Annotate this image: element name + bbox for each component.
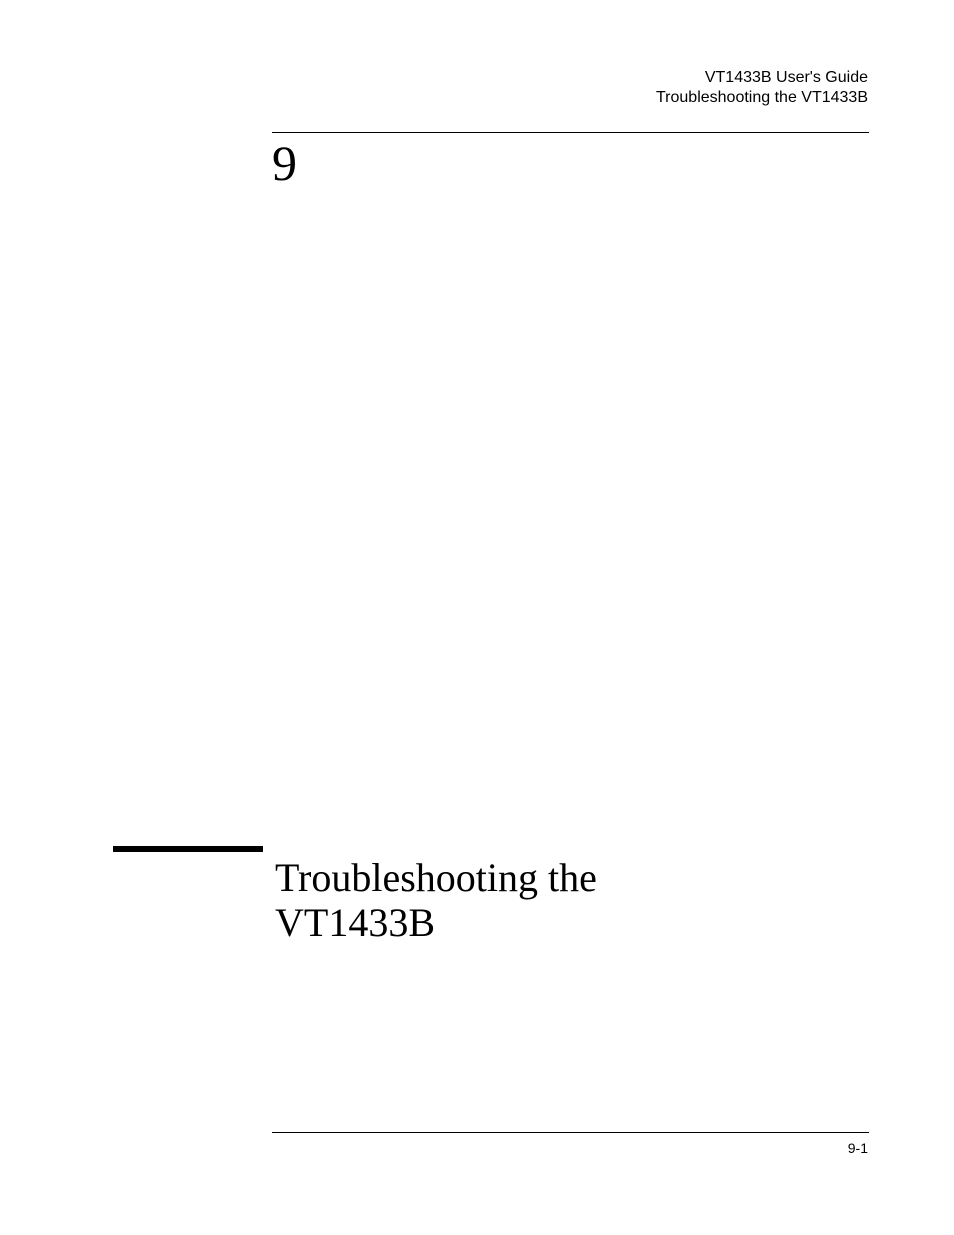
- chapter-number: 9: [272, 138, 297, 188]
- top-horizontal-rule: [272, 132, 869, 133]
- document-page: VT1433B User's Guide Troubleshooting the…: [0, 0, 954, 1235]
- bottom-horizontal-rule: [272, 1132, 869, 1133]
- running-header: VT1433B User's Guide Troubleshooting the…: [656, 68, 868, 108]
- header-guide-title: VT1433B User's Guide: [656, 68, 868, 88]
- header-section-title: Troubleshooting the VT1433B: [656, 88, 868, 108]
- page-number: 9-1: [848, 1140, 868, 1156]
- chapter-title: Troubleshooting the VT1433B: [275, 856, 597, 946]
- chapter-title-line-2: VT1433B: [275, 901, 597, 946]
- chapter-title-bar: [113, 846, 263, 852]
- chapter-title-line-1: Troubleshooting the: [275, 856, 597, 901]
